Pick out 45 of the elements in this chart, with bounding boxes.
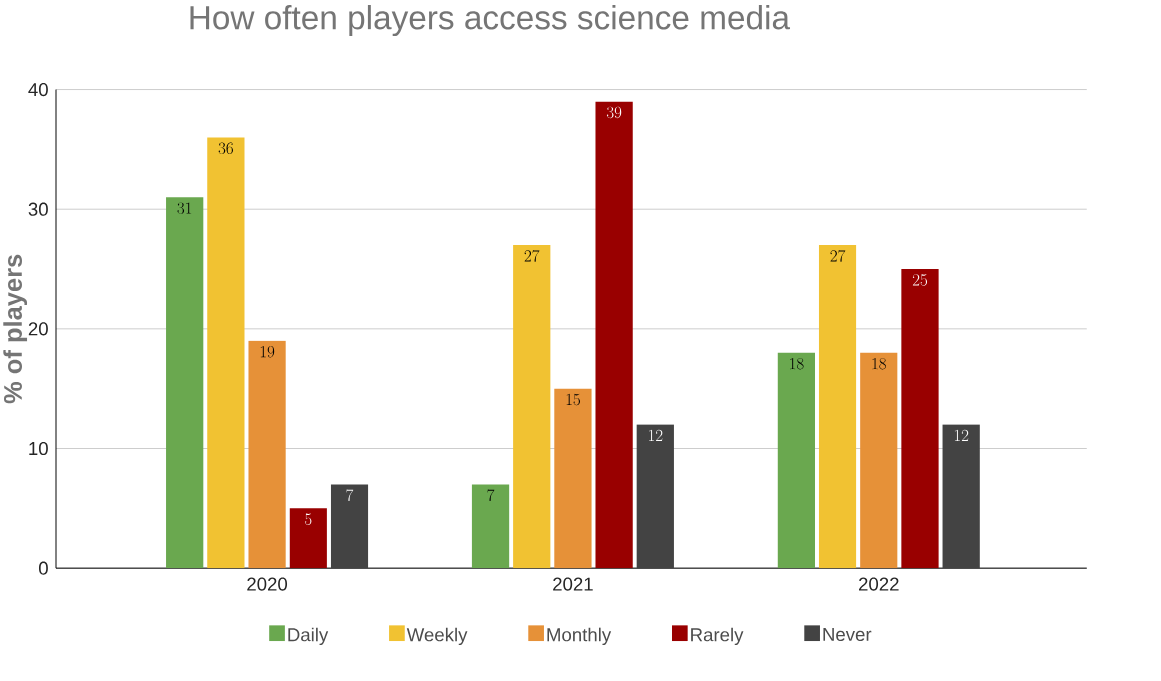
chart-title: How often players access science media (190, 5, 791, 37)
bar (207, 137, 245, 569)
y-tick-label: 0 (38, 561, 48, 575)
data-label: 39 (606, 106, 622, 119)
bar (330, 484, 369, 569)
data-label: 18 (790, 358, 804, 370)
data-label: 25 (912, 274, 928, 286)
bar (248, 341, 286, 569)
legend-label: Weekly (406, 627, 468, 646)
data-label: 7 (346, 489, 354, 502)
y-tick-label: 40 (28, 83, 48, 97)
bar (860, 352, 898, 569)
data-label: 7 (487, 489, 495, 502)
y-tick-label: 30 (28, 202, 48, 216)
data-label: 19 (260, 346, 275, 358)
data-label: 12 (954, 429, 969, 442)
legend-label: Rarely (691, 627, 744, 646)
data-label: 18 (872, 358, 886, 370)
bar (471, 484, 510, 569)
data-label: 27 (830, 250, 846, 262)
data-label: 5 (305, 513, 312, 526)
x-tick-label: 2020 (247, 577, 288, 591)
bar (554, 388, 592, 569)
y-tick-label: 10 (29, 442, 48, 456)
bar (595, 101, 633, 569)
x-tick-label: 2021 (553, 577, 593, 591)
data-label: 15 (566, 394, 580, 406)
bar (942, 424, 980, 569)
bar (166, 197, 204, 569)
data-label: 31 (177, 202, 192, 215)
legend-label: Monthly (547, 627, 612, 646)
data-label: 27 (524, 250, 540, 262)
x-tick-label: 2022 (859, 577, 899, 591)
bar (636, 424, 674, 569)
y-tick-label: 20 (28, 322, 48, 336)
data-label: 12 (649, 429, 663, 442)
legend-label: Never (823, 628, 872, 642)
y-axis-title: % of players (3, 255, 28, 404)
bar (901, 269, 939, 569)
bar (289, 508, 327, 569)
data-label: 36 (218, 142, 233, 155)
bar (777, 352, 816, 569)
bar (513, 245, 551, 569)
bar (818, 245, 857, 569)
legend-label: Daily (288, 627, 329, 646)
